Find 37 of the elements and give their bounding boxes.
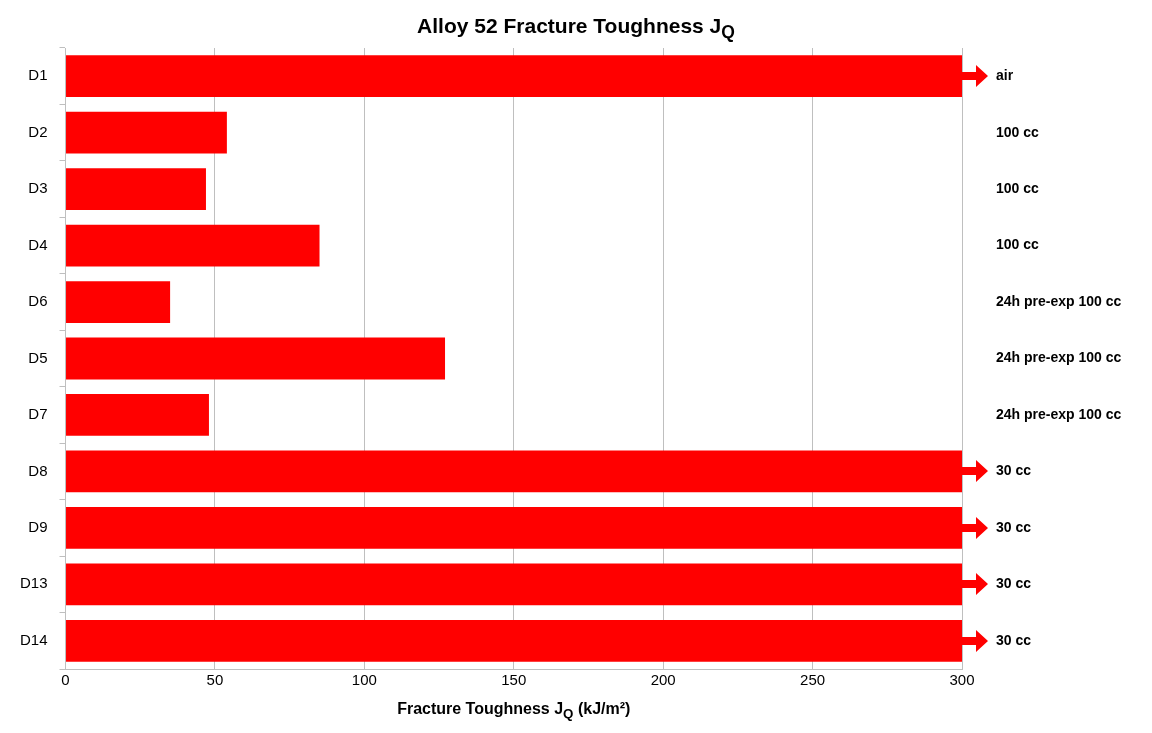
bar [66, 337, 446, 380]
x-tick-label: 250 [800, 671, 826, 689]
x-tick-label: 200 [650, 671, 676, 689]
bar [66, 224, 320, 267]
text: 30 cc [996, 518, 1032, 535]
y-tick-label: D1 [28, 66, 48, 84]
text: 30 cc [996, 631, 1032, 648]
bar [66, 111, 227, 154]
y-tick-label: D14 [19, 630, 48, 648]
text: 100 cc [996, 180, 1040, 196]
text: 100 cc [996, 236, 1040, 253]
x-axis-title: Fracture Toughness J$_{Q}$ (kJ/m²) [396, 700, 632, 722]
text: 24h pre-exp 100 cc [996, 405, 1122, 422]
x-tick-label: 100 [351, 671, 377, 689]
bar [66, 281, 171, 323]
y-tick-label: D5 [28, 348, 48, 366]
text: air [996, 67, 1014, 84]
chart-title: Alloy 52 Fracture Toughness J$_{Q}$ [416, 14, 736, 44]
text: 24h pre-exp 100 cc [996, 349, 1122, 366]
bar [66, 394, 209, 436]
y-tick-label: D9 [28, 518, 48, 535]
bar [66, 168, 206, 211]
text: 24h pre-exp 100 cc [996, 292, 1122, 309]
text: 30 cc [996, 462, 1032, 479]
y-tick-label: D13 [19, 574, 48, 592]
x-tick-label: 0 [61, 671, 70, 689]
y-tick-label: D3 [28, 179, 48, 197]
y-tick-label: D8 [28, 461, 48, 479]
y-tick-label: D4 [28, 235, 48, 253]
y-tick-label: D7 [28, 405, 48, 423]
y-tick-label: D6 [28, 292, 48, 310]
text: 100 cc [996, 123, 1040, 140]
x-tick-label: 50 [206, 671, 224, 689]
text: 30 cc [996, 575, 1032, 592]
y-tick-label: D2 [28, 122, 48, 140]
x-tick-label: 300 [949, 671, 975, 689]
x-tick-label: 150 [501, 671, 527, 689]
